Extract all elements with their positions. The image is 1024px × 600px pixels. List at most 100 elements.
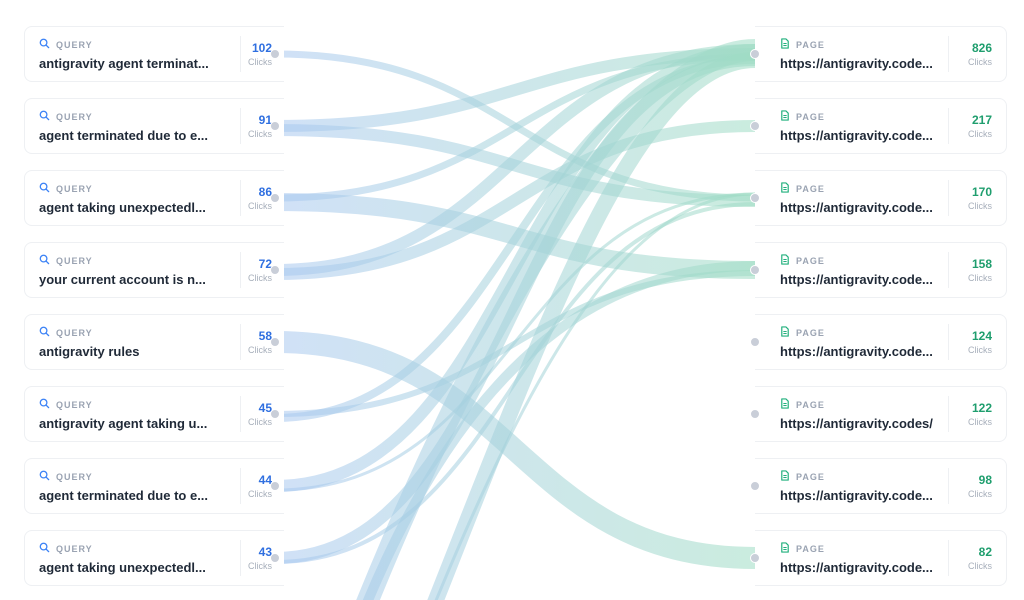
node-type-label: PAGE	[796, 183, 825, 194]
document-icon	[780, 252, 790, 270]
query-node-anchor	[270, 337, 280, 347]
page-url[interactable]: https://antigravity.code...	[780, 559, 933, 575]
search-icon	[39, 324, 50, 342]
query-node-anchor	[270, 265, 280, 275]
page-node-info: PAGE https://antigravity.code...	[755, 541, 948, 575]
clicks-label: Clicks	[248, 489, 272, 499]
query-text: agent terminated due to e...	[39, 487, 209, 503]
page-node-info: PAGE https://antigravity.code...	[755, 324, 948, 359]
query-node-info: QUERY agent taking unexpectedl...	[25, 542, 240, 575]
query-node-card[interactable]: QUERY agent terminated due to e... 44 Cl…	[24, 458, 284, 514]
clicks-metric: 91 Clicks	[240, 108, 284, 144]
query-node-card[interactable]: QUERY antigravity agent taking u... 45 C…	[24, 386, 284, 442]
flow-link[interactable]	[274, 44, 756, 276]
clicks-metric: 43 Clicks	[240, 540, 284, 576]
query-text: antigravity agent terminat...	[39, 55, 209, 71]
flow-link[interactable]	[274, 54, 756, 564]
search-icon	[39, 252, 50, 270]
query-node-info: QUERY agent terminated due to e...	[25, 470, 240, 503]
query-node-card[interactable]: QUERY your current account is n... 72 Cl…	[24, 242, 284, 298]
page-node-card[interactable]: PAGE https://antigravity.code... 98 Clic…	[755, 458, 1007, 514]
clicks-label: Clicks	[968, 345, 992, 355]
page-node-info: PAGE https://antigravity.code...	[755, 37, 948, 71]
flow-link[interactable]	[274, 192, 756, 492]
page-node-anchor	[750, 193, 760, 203]
page-url[interactable]: https://antigravity.code...	[780, 487, 933, 503]
node-type-row: PAGE	[780, 468, 948, 486]
flow-link[interactable]	[274, 193, 756, 279]
page-url[interactable]: https://antigravity.code...	[780, 271, 933, 287]
page-node-card[interactable]: PAGE https://antigravity.code... 170 Cli…	[755, 170, 1007, 226]
flow-link[interactable]	[274, 270, 756, 417]
page-node-card[interactable]: PAGE https://antigravity.code... 217 Cli…	[755, 98, 1007, 154]
clicks-metric: 102 Clicks	[240, 36, 284, 72]
page-url[interactable]: https://antigravity.code...	[780, 343, 933, 359]
flow-link[interactable]	[274, 331, 756, 569]
clicks-metric: 124 Clicks	[948, 324, 1006, 360]
clicks-metric: 98 Clicks	[948, 468, 1006, 504]
page-node-card[interactable]: PAGE https://antigravity.code... 82 Clic…	[755, 530, 1007, 586]
page-node-card[interactable]: PAGE https://antigravity.code... 826 Cli…	[755, 26, 1007, 82]
flow-link[interactable]	[274, 53, 756, 202]
query-node-anchor	[270, 121, 280, 131]
flow-link[interactable]	[274, 48, 756, 132]
clicks-value: 826	[971, 41, 992, 55]
query-node-info: QUERY agent terminated due to e...	[25, 110, 240, 143]
page-node-info: PAGE https://antigravity.code...	[755, 468, 948, 503]
clicks-metric: 122 Clicks	[948, 396, 1006, 432]
document-icon	[780, 396, 790, 414]
query-text: agent terminated due to e...	[39, 127, 209, 143]
document-icon	[780, 468, 790, 486]
clicks-label: Clicks	[968, 561, 992, 571]
document-icon	[780, 324, 790, 342]
node-type-row: QUERY	[39, 252, 240, 270]
clicks-label: Clicks	[248, 417, 272, 427]
search-icon	[39, 468, 50, 486]
page-url[interactable]: https://antigravity.code...	[780, 55, 933, 71]
query-node-info: QUERY antigravity agent taking u...	[25, 398, 240, 431]
clicks-metric: 44 Clicks	[240, 468, 284, 504]
clicks-value: 98	[978, 473, 992, 487]
query-node-card[interactable]: QUERY agent taking unexpectedl... 86 Cli…	[24, 170, 284, 226]
flow-link[interactable]	[274, 50, 756, 202]
clicks-value: 72	[258, 257, 272, 271]
node-type-label: PAGE	[796, 255, 825, 266]
page-node-info: PAGE https://antigravity.codes/	[755, 396, 948, 431]
clicks-value: 45	[258, 401, 272, 415]
node-type-label: PAGE	[796, 327, 825, 338]
flow-link[interactable]	[274, 56, 756, 422]
page-node-card[interactable]: PAGE https://antigravity.code... 158 Cli…	[755, 242, 1007, 298]
page-node-anchor	[750, 553, 760, 563]
clicks-metric: 158 Clicks	[948, 252, 1006, 288]
flow-link[interactable]	[420, 52, 756, 600]
clicks-metric: 86 Clicks	[240, 180, 284, 216]
page-node-anchor	[750, 409, 760, 419]
query-node-card[interactable]: QUERY antigravity agent terminat... 102 …	[24, 26, 284, 82]
node-type-row: PAGE	[780, 252, 948, 270]
clicks-metric: 82 Clicks	[948, 540, 1006, 576]
page-url[interactable]: https://antigravity.code...	[780, 199, 933, 215]
node-type-label: QUERY	[56, 255, 93, 266]
query-text: your current account is n...	[39, 271, 206, 287]
node-type-row: PAGE	[780, 109, 948, 123]
page-url[interactable]: https://antigravity.code...	[780, 127, 933, 143]
page-node-anchor	[750, 265, 760, 275]
clicks-metric: 72 Clicks	[240, 252, 284, 288]
flow-link[interactable]	[274, 120, 756, 280]
search-icon	[39, 108, 50, 126]
query-node-info: QUERY your current account is n...	[25, 254, 240, 287]
flow-link[interactable]	[360, 261, 756, 600]
clicks-metric: 826 Clicks	[948, 36, 1006, 72]
flow-link[interactable]	[274, 124, 756, 207]
query-node-card[interactable]: QUERY antigravity rules 58 Clicks	[24, 314, 284, 370]
query-node-card[interactable]: QUERY agent taking unexpectedl... 43 Cli…	[24, 530, 284, 586]
page-node-card[interactable]: PAGE https://antigravity.codes/ 122 Clic…	[755, 386, 1007, 442]
flow-link[interactable]	[420, 192, 756, 600]
page-node-card[interactable]: PAGE https://antigravity.code... 124 Cli…	[755, 314, 1007, 370]
node-type-row: QUERY	[39, 468, 240, 486]
flow-link[interactable]	[274, 44, 756, 492]
page-url[interactable]: https://antigravity.codes/	[780, 415, 933, 431]
flow-link[interactable]	[356, 39, 756, 600]
query-node-card[interactable]: QUERY agent terminated due to e... 91 Cl…	[24, 98, 284, 154]
flow-link[interactable]	[274, 202, 756, 564]
